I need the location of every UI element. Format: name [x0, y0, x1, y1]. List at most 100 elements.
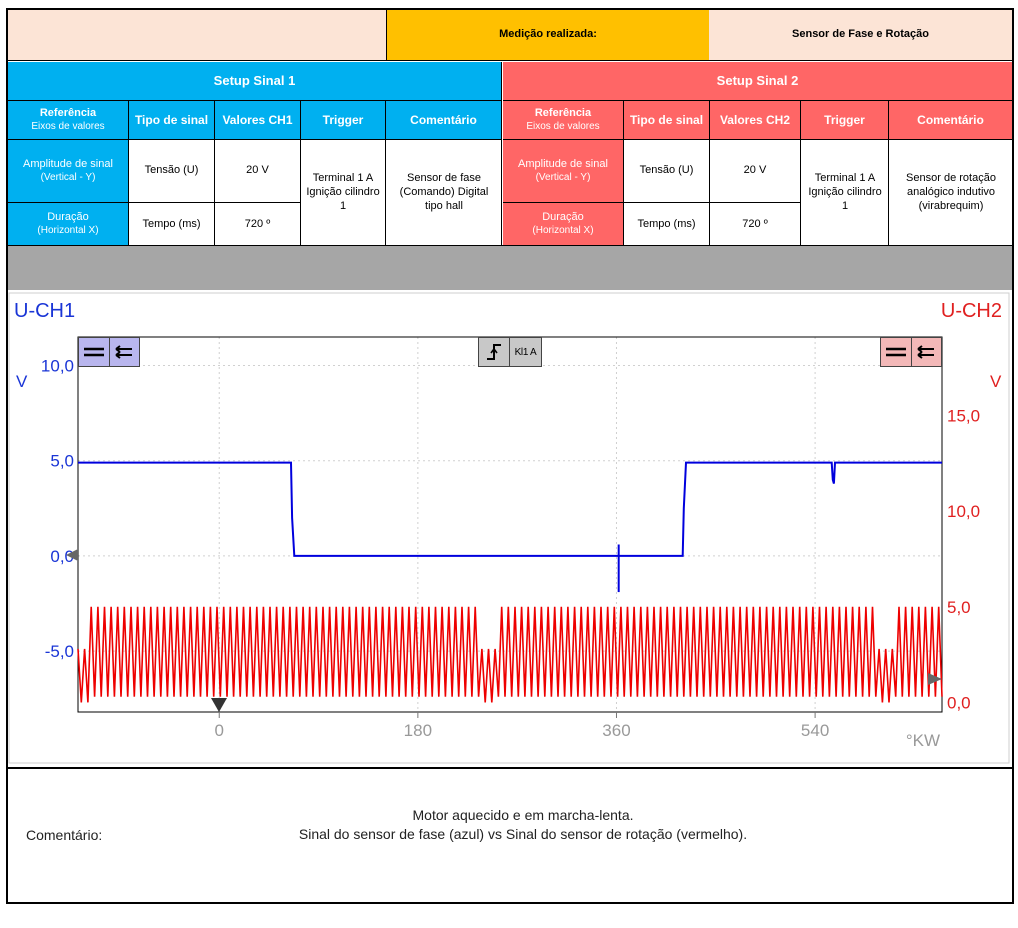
x-tick-label: 180: [404, 721, 432, 740]
ch2-offset-icon[interactable]: [912, 338, 942, 366]
setup2-col-type: Tipo de sinal: [624, 101, 709, 139]
row2-sub: (Horizontal X): [37, 225, 99, 237]
setup2-row1-type: Tensão (U): [639, 164, 694, 177]
divider: [8, 100, 501, 101]
y2-unit: V: [990, 372, 1002, 391]
row2-label: Duração: [542, 211, 584, 224]
setup2-row2-value: 720 º: [742, 217, 768, 230]
setup1-row1-label: Amplitude de sinal (Vertical - Y): [8, 140, 128, 202]
y1-tick-labels: 10,0 5,0 0,0 -5,0: [41, 357, 74, 662]
header-empty-cell: [8, 10, 386, 60]
x-tick-label: 360: [602, 721, 630, 740]
y1-tick-label: -5,0: [45, 642, 74, 661]
tick-marks: [218, 712, 816, 718]
divider: [503, 202, 800, 203]
series-u-ch2-line: [77, 606, 943, 703]
setup1-col-type: Tipo de sinal: [129, 101, 214, 139]
row1-sub: (Vertical - Y): [535, 171, 591, 183]
report-frame: [6, 8, 1014, 904]
setup2-comment: Sensor de rotação analógico indutivo (vi…: [906, 172, 996, 212]
y2-tick-label: 10,0: [947, 502, 980, 521]
divider: [8, 767, 1012, 769]
setup-sinal-2: Setup Sinal 2 Referência Eixos de valore…: [503, 62, 1012, 246]
setup2-trigger: Terminal 1 A Ignição cilindro 1: [808, 172, 882, 212]
ch2-scale-icon[interactable]: [881, 338, 912, 366]
setup1-row2-value: 720 º: [244, 217, 271, 230]
col-ref-label: Referência: [39, 106, 97, 119]
divider: [385, 101, 386, 246]
y2-tick-labels: 15,0 10,0 5,0 0,0: [947, 406, 980, 712]
trigger-badge[interactable]: Kl1 A: [478, 337, 542, 367]
ch1-label: U-CH1: [14, 300, 75, 322]
ch2-zero-level-marker-icon: [928, 673, 942, 685]
measurement-label: Medição realizada:: [387, 10, 709, 60]
rising-edge-icon[interactable]: [479, 338, 510, 366]
divider: [623, 101, 624, 246]
divider: [128, 101, 129, 246]
setup1-col-trigger: Trigger: [301, 101, 385, 139]
row2-sub: (Horizontal X): [532, 225, 594, 237]
comment-line-1: Motor aquecido e em marcha-lenta.: [412, 807, 634, 823]
y2-tick-label: 15,0: [947, 406, 980, 425]
ch1-controls[interactable]: [78, 337, 140, 367]
setup2-row2-type: Tempo (ms): [637, 217, 696, 230]
setup1-trigger: Terminal 1 A Ignição cilindro 1: [306, 172, 380, 212]
setup1-row1-value: 20 V: [246, 164, 269, 177]
divider: [503, 139, 1012, 140]
col-ref-sub: Eixos de valores: [31, 120, 105, 132]
divider: [8, 139, 501, 140]
oscilloscope-chart: U-CH1 U-CH2 V V °KW 10,0 5,0 0,0 -5,0 15,0 1…: [8, 292, 1010, 764]
x-unit: °KW: [906, 731, 940, 750]
header-row: Medição realizada: Sensor de Fase e Rota…: [8, 10, 1012, 60]
setup2-row1-value: 20 V: [743, 164, 767, 177]
ch2-label: U-CH2: [941, 300, 1002, 322]
col-ref-label: Referência: [534, 106, 592, 119]
divider: [709, 101, 710, 246]
divider: [386, 10, 387, 60]
y1-unit: V: [16, 372, 28, 391]
setup-sinal-1: Setup Sinal 1 Referência Eixos de valore…: [8, 62, 501, 246]
setup2-row1-label: Amplitude de sinal (Vertical - Y): [503, 140, 623, 202]
divider: [8, 202, 300, 203]
ch1-offset-icon[interactable]: [110, 338, 140, 366]
y1-tick-label: 0,0: [50, 547, 74, 566]
measurement-value: Sensor de Fase e Rotação: [709, 10, 1012, 60]
x-tick-label: 0: [215, 721, 224, 740]
row1-label: Amplitude de sinal: [518, 157, 608, 170]
setup1-comment: Sensor de fase (Comando) Digital tipo ha…: [399, 172, 489, 212]
setup1-col-comment: Comentário: [386, 101, 501, 139]
ch2-controls[interactable]: [880, 337, 942, 367]
setup1-title: Setup Sinal 1: [8, 62, 501, 100]
oscilloscope-panel: U-CH1 U-CH2 V V °KW 10,0 5,0 0,0 -5,0 15,0 1…: [8, 290, 1012, 766]
setup2-col-comment: Comentário: [889, 101, 1012, 139]
x-tick-label: 540: [801, 721, 829, 740]
ch1-scale-icon[interactable]: [79, 338, 110, 366]
trigger-source-label: Kl1 A: [514, 346, 537, 358]
setup1-row2-label: Duração (Horizontal X): [8, 203, 128, 246]
setup1-col-ref: Referência Eixos de valores: [8, 101, 128, 139]
row1-sub: (Vertical - Y): [40, 171, 96, 183]
y1-tick-label: 5,0: [50, 452, 74, 471]
divider: [8, 245, 1012, 246]
row1-label: Amplitude de sinal: [23, 157, 113, 170]
x-tick-labels: 0 180 360 540: [215, 721, 830, 740]
zero-level-marker-icon: [66, 549, 78, 561]
setup2-col-ref: Referência Eixos de valores: [503, 101, 623, 139]
setup1-row1-type: Tensão (U): [144, 164, 199, 177]
comment-section: Comentário: Motor aquecido e em marcha-l…: [8, 769, 1012, 902]
col-ref-sub: Eixos de valores: [526, 120, 600, 132]
trigger-position-marker-icon: [211, 698, 227, 712]
divider: [800, 101, 801, 246]
series-u-ch1-line: [78, 461, 942, 557]
divider: [8, 60, 1012, 61]
row2-label: Duração: [47, 211, 89, 224]
y1-tick-label: 10,0: [41, 357, 74, 376]
comment-line-2: Sinal do sensor de fase (azul) vs Sinal …: [298, 826, 748, 842]
setup1-row2-type: Tempo (ms): [142, 217, 201, 230]
gray-band: [8, 246, 1012, 290]
comment-label: Comentário:: [26, 827, 103, 843]
divider: [214, 101, 215, 246]
setup2-row2-label: Duração (Horizontal X): [503, 203, 623, 246]
setup2-title: Setup Sinal 2: [503, 62, 1012, 100]
setup2-col-values: Valores CH2: [710, 101, 800, 139]
